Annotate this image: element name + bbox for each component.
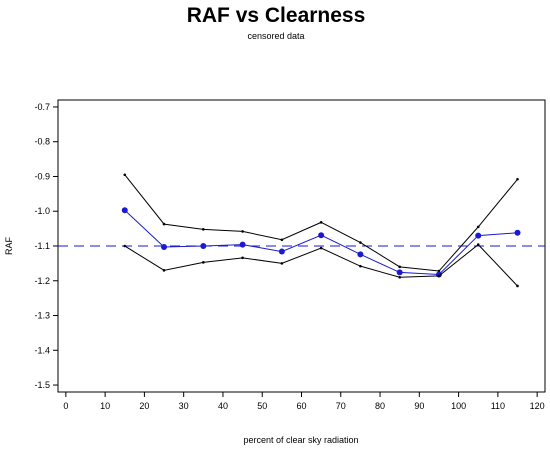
data-point-lower bbox=[241, 256, 244, 260]
data-point-upper bbox=[359, 241, 362, 244]
chart-title: RAF vs Clearness bbox=[187, 4, 366, 27]
data-point-lower bbox=[202, 261, 205, 264]
data-point-mean bbox=[475, 232, 482, 239]
data-point-upper bbox=[516, 177, 519, 181]
data-point-upper bbox=[123, 173, 127, 177]
x-tick-label: 100 bbox=[451, 401, 466, 411]
x-tick-label: 50 bbox=[257, 401, 267, 411]
x-tick-label: 0 bbox=[63, 401, 68, 411]
y-tick-label: -1.3 bbox=[34, 311, 50, 321]
data-point-lower bbox=[437, 274, 441, 278]
data-point-lower bbox=[162, 269, 166, 272]
data-point-upper bbox=[398, 265, 401, 269]
x-tick-label: 110 bbox=[491, 401, 505, 411]
y-tick-label: -0.7 bbox=[34, 102, 50, 112]
data-point-mean bbox=[357, 251, 364, 258]
x-tick-label: 60 bbox=[296, 401, 306, 411]
data-point-upper bbox=[280, 238, 284, 242]
y-tick-label: -1.1 bbox=[34, 241, 50, 251]
data-point-mean bbox=[318, 232, 325, 239]
data-point-upper bbox=[241, 230, 244, 233]
y-tick-label: -0.8 bbox=[34, 137, 50, 147]
x-axis-label: percent of clear sky radiation bbox=[243, 435, 358, 445]
data-point-lower bbox=[516, 284, 519, 288]
data-point-lower bbox=[280, 262, 284, 265]
data-point-lower bbox=[123, 244, 127, 248]
data-point-mean bbox=[514, 229, 521, 236]
data-point-mean bbox=[239, 241, 246, 248]
y-tick-label: -1.2 bbox=[34, 276, 50, 286]
x-axis: 0 10 20 30 40 50 60 70 80 90 100 110 120 bbox=[63, 392, 545, 411]
data-point-upper bbox=[162, 222, 166, 226]
x-tick-label: 30 bbox=[179, 401, 189, 411]
y-tick-label: -1.0 bbox=[34, 206, 50, 216]
x-tick-label: 120 bbox=[530, 401, 545, 411]
data-point-mean bbox=[121, 207, 128, 214]
x-tick-label: 80 bbox=[375, 401, 385, 411]
y-axis: -0.7 -0.8 -0.9 -1.0 -1.1 -1.2 -1.3 -1.4 -1.5 bbox=[34, 102, 58, 390]
data-point-mean bbox=[396, 269, 403, 276]
data-point-upper bbox=[319, 221, 323, 224]
series-line-mean bbox=[124, 209, 518, 276]
series-line-lower bbox=[124, 243, 518, 287]
data-point-mean bbox=[278, 248, 285, 255]
x-tick-label: 20 bbox=[139, 401, 149, 411]
y-tick-label: -1.5 bbox=[34, 380, 50, 390]
data-point-mean bbox=[161, 244, 168, 251]
x-tick-label: 70 bbox=[336, 401, 346, 411]
series-layer bbox=[121, 173, 521, 288]
x-tick-label: 10 bbox=[100, 401, 110, 411]
data-point-upper bbox=[202, 228, 205, 231]
data-point-upper bbox=[476, 225, 480, 229]
data-point-lower bbox=[319, 246, 323, 250]
y-tick-label: -0.9 bbox=[34, 171, 50, 181]
y-tick-label: -1.4 bbox=[34, 345, 50, 355]
x-tick-label: 40 bbox=[218, 401, 228, 411]
x-tick-label: 90 bbox=[414, 401, 424, 411]
chart-subtitle: censored data bbox=[247, 31, 304, 41]
data-point-lower bbox=[359, 264, 362, 268]
data-point-lower bbox=[398, 275, 401, 279]
data-point-lower bbox=[476, 243, 480, 246]
y-axis-label: RAF bbox=[4, 236, 14, 255]
data-point-mean bbox=[200, 243, 207, 249]
